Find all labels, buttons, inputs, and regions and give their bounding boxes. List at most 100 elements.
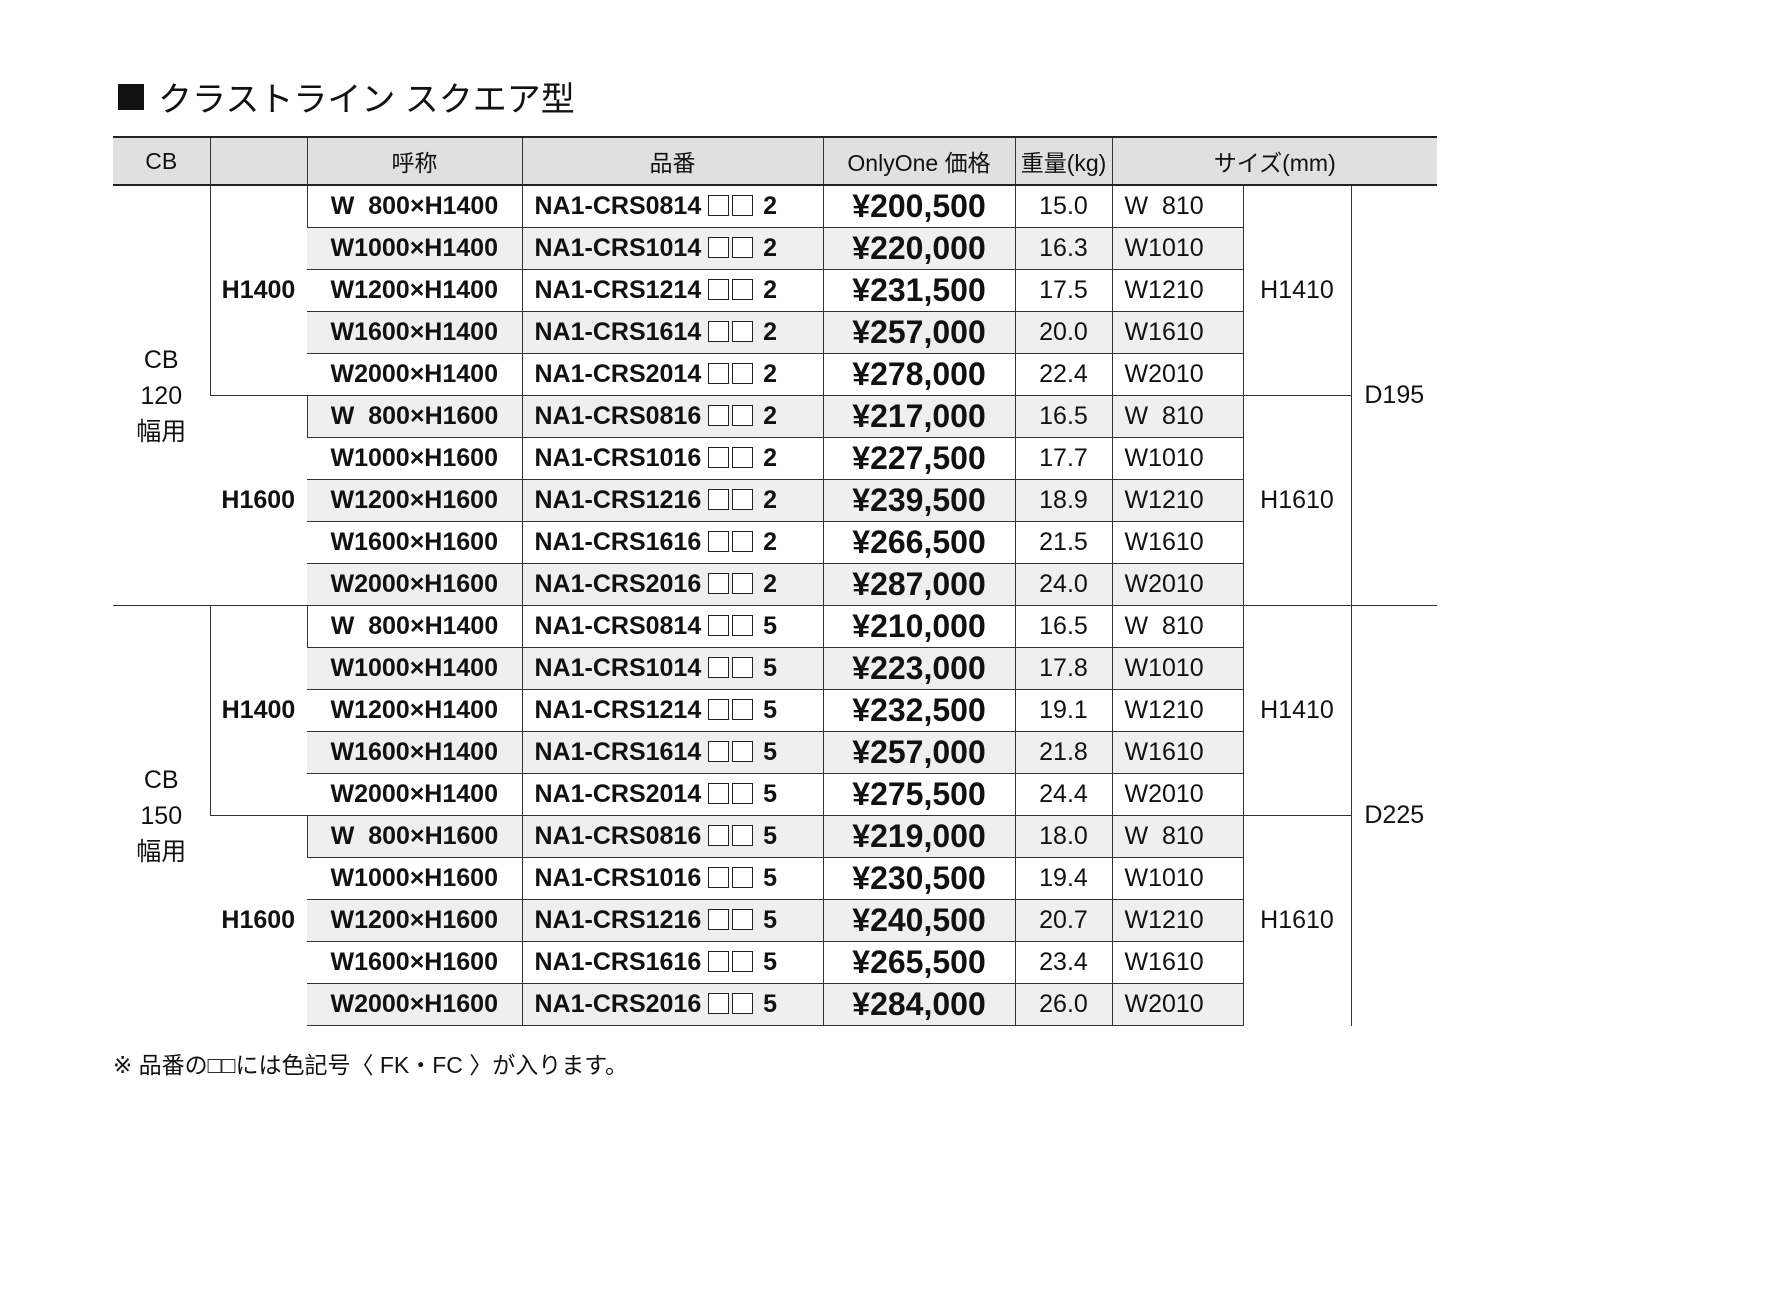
color-code-box <box>732 825 754 846</box>
part-number-cell: NA1-CRS2016 5 <box>521 983 823 1026</box>
height-group-cell: H1400 <box>209 605 307 816</box>
part-number-cell: NA1-CRS1214 5 <box>521 689 823 732</box>
size-width-cell: W 810 <box>1111 184 1243 228</box>
size-width-cell: W 810 <box>1111 605 1243 648</box>
table-row: W1000×H1400 NA1-CRS1014 2 ¥220,000 16.3 W101… <box>113 227 1437 270</box>
cb-label-line: 幅用 <box>136 417 187 446</box>
color-code-box <box>708 195 730 216</box>
price-cell: ¥200,500 <box>822 184 1015 228</box>
weight-cell: 17.5 <box>1014 269 1112 312</box>
part-suffix: 5 <box>763 906 778 934</box>
size-width-cell: W1610 <box>1111 941 1243 984</box>
color-code-box <box>732 783 754 804</box>
color-code-box <box>732 699 754 720</box>
price-cell: ¥223,000 <box>822 647 1015 690</box>
nominal-cell: W1600×H1400 <box>307 731 522 774</box>
part-number-cell: NA1-CRS0816 5 <box>521 815 823 858</box>
color-code-box <box>732 993 754 1014</box>
size-width-cell: W 810 <box>1111 395 1243 438</box>
weight-cell: 21.5 <box>1014 521 1112 564</box>
part-suffix: 2 <box>763 570 778 598</box>
size-width-cell: W1010 <box>1111 437 1243 480</box>
nominal-cell: W1600×H1400 <box>307 311 522 354</box>
part-code: NA1-CRS2016 <box>534 990 702 1018</box>
color-code-box <box>732 489 754 510</box>
part-number-cell: NA1-CRS0814 2 <box>521 184 823 228</box>
table-row: W2000×H1600 NA1-CRS2016 2 ¥287,000 24.0 W201… <box>113 563 1437 606</box>
price-cell: ¥275,500 <box>822 773 1015 816</box>
price-cell: ¥231,500 <box>822 269 1015 312</box>
part-code: NA1-CRS1616 <box>534 528 702 556</box>
part-code: NA1-CRS1214 <box>534 276 702 304</box>
header-row: CB 呼称 品番 OnlyOne 価格 重量(kg) サイズ(mm) <box>113 136 1438 185</box>
cb-label-line: 120 <box>140 381 183 410</box>
nominal-cell: W2000×H1400 <box>307 773 522 816</box>
nominal-cell: W1000×H1600 <box>307 437 522 480</box>
part-code: NA1-CRS1214 <box>534 696 702 724</box>
weight-cell: 16.5 <box>1014 395 1112 438</box>
size-height-cell: H1410 <box>1242 184 1351 396</box>
weight-cell: 16.3 <box>1014 227 1112 270</box>
nominal-cell: W2000×H1600 <box>307 983 522 1026</box>
part-suffix: 5 <box>763 738 778 766</box>
table-row: H1600 W 800×H1600 NA1-CRS0816 2 ¥217,000 16.… <box>113 395 1437 606</box>
size-width-cell: W2010 <box>1111 563 1243 606</box>
price-cell: ¥240,500 <box>822 899 1015 942</box>
color-code-box <box>732 615 754 636</box>
nominal-cell: W 800×H1400 <box>306 605 522 648</box>
part-code: NA1-CRS1614 <box>534 318 702 346</box>
size-height-cell: H1610 <box>1242 395 1351 606</box>
nominal-cell: W2000×H1400 <box>307 353 522 396</box>
part-number-cell: NA1-CRS2016 2 <box>521 563 823 606</box>
color-code-box <box>708 867 730 888</box>
table-row: W1600×H1400 NA1-CRS1614 2 ¥257,000 20.0 W161… <box>113 311 1437 354</box>
part-suffix: 2 <box>763 486 778 514</box>
color-code-box <box>732 279 754 300</box>
part-suffix: 2 <box>763 276 778 304</box>
size-width-cell: W1210 <box>1111 689 1243 732</box>
part-suffix: 5 <box>763 864 778 892</box>
part-code: NA1-CRS1216 <box>534 486 702 514</box>
price-cell: ¥287,000 <box>822 563 1015 606</box>
size-height-cell: H1610 <box>1242 815 1351 1026</box>
weight-cell: 23.4 <box>1014 941 1112 984</box>
header-size: サイズ(mm) <box>1111 136 1438 185</box>
weight-cell: 16.5 <box>1014 605 1112 648</box>
part-number-cell: NA1-CRS1214 2 <box>521 269 823 312</box>
part-suffix: 2 <box>763 402 778 430</box>
nominal-cell: W1600×H1600 <box>307 941 522 984</box>
size-width-cell: W2010 <box>1111 353 1243 396</box>
part-suffix: 5 <box>763 696 778 724</box>
table-row: W1600×H1600 NA1-CRS1616 5 ¥265,500 23.4 W161… <box>113 941 1437 984</box>
color-code-box <box>708 825 730 846</box>
size-width-cell: W1610 <box>1111 311 1243 354</box>
table-row: W1000×H1600 NA1-CRS1016 5 ¥230,500 19.4 W101… <box>113 857 1437 900</box>
color-code-box <box>732 657 754 678</box>
table-row: CB 150 幅用 H1400 W 800×H1400 NA1-CRS0814 5 ¥210… <box>113 605 1438 1026</box>
part-suffix: 2 <box>763 192 778 220</box>
color-code-box <box>708 741 730 762</box>
part-code: NA1-CRS0814 <box>534 612 702 640</box>
header-cb: CB <box>113 136 210 185</box>
part-code: NA1-CRS1616 <box>534 948 702 976</box>
cb-label-line: 150 <box>140 801 183 830</box>
weight-cell: 17.7 <box>1014 437 1112 480</box>
color-code-box <box>732 321 754 342</box>
color-code-box <box>708 951 730 972</box>
size-depth-cell: D195 <box>1350 184 1438 606</box>
size-width-cell: W1610 <box>1111 521 1243 564</box>
size-width-cell: W2010 <box>1111 773 1243 816</box>
part-number-cell: NA1-CRS1014 2 <box>521 227 823 270</box>
size-width-cell: W1210 <box>1111 899 1243 942</box>
color-code-box <box>708 279 730 300</box>
color-code-box <box>708 909 730 930</box>
price-table: CB 呼称 品番 OnlyOne 価格 重量(kg) サイズ(mm) CB 120… <box>113 136 1438 1026</box>
part-suffix: 5 <box>763 612 778 640</box>
weight-cell: 20.0 <box>1014 311 1112 354</box>
part-number-cell: NA1-CRS0816 2 <box>521 395 823 438</box>
weight-cell: 18.9 <box>1014 479 1112 522</box>
color-code-box <box>708 489 730 510</box>
part-code: NA1-CRS0816 <box>534 402 702 430</box>
table-row: W1000×H1600 NA1-CRS1016 2 ¥227,500 17.7 W101… <box>113 437 1437 480</box>
color-code-box <box>708 993 730 1014</box>
